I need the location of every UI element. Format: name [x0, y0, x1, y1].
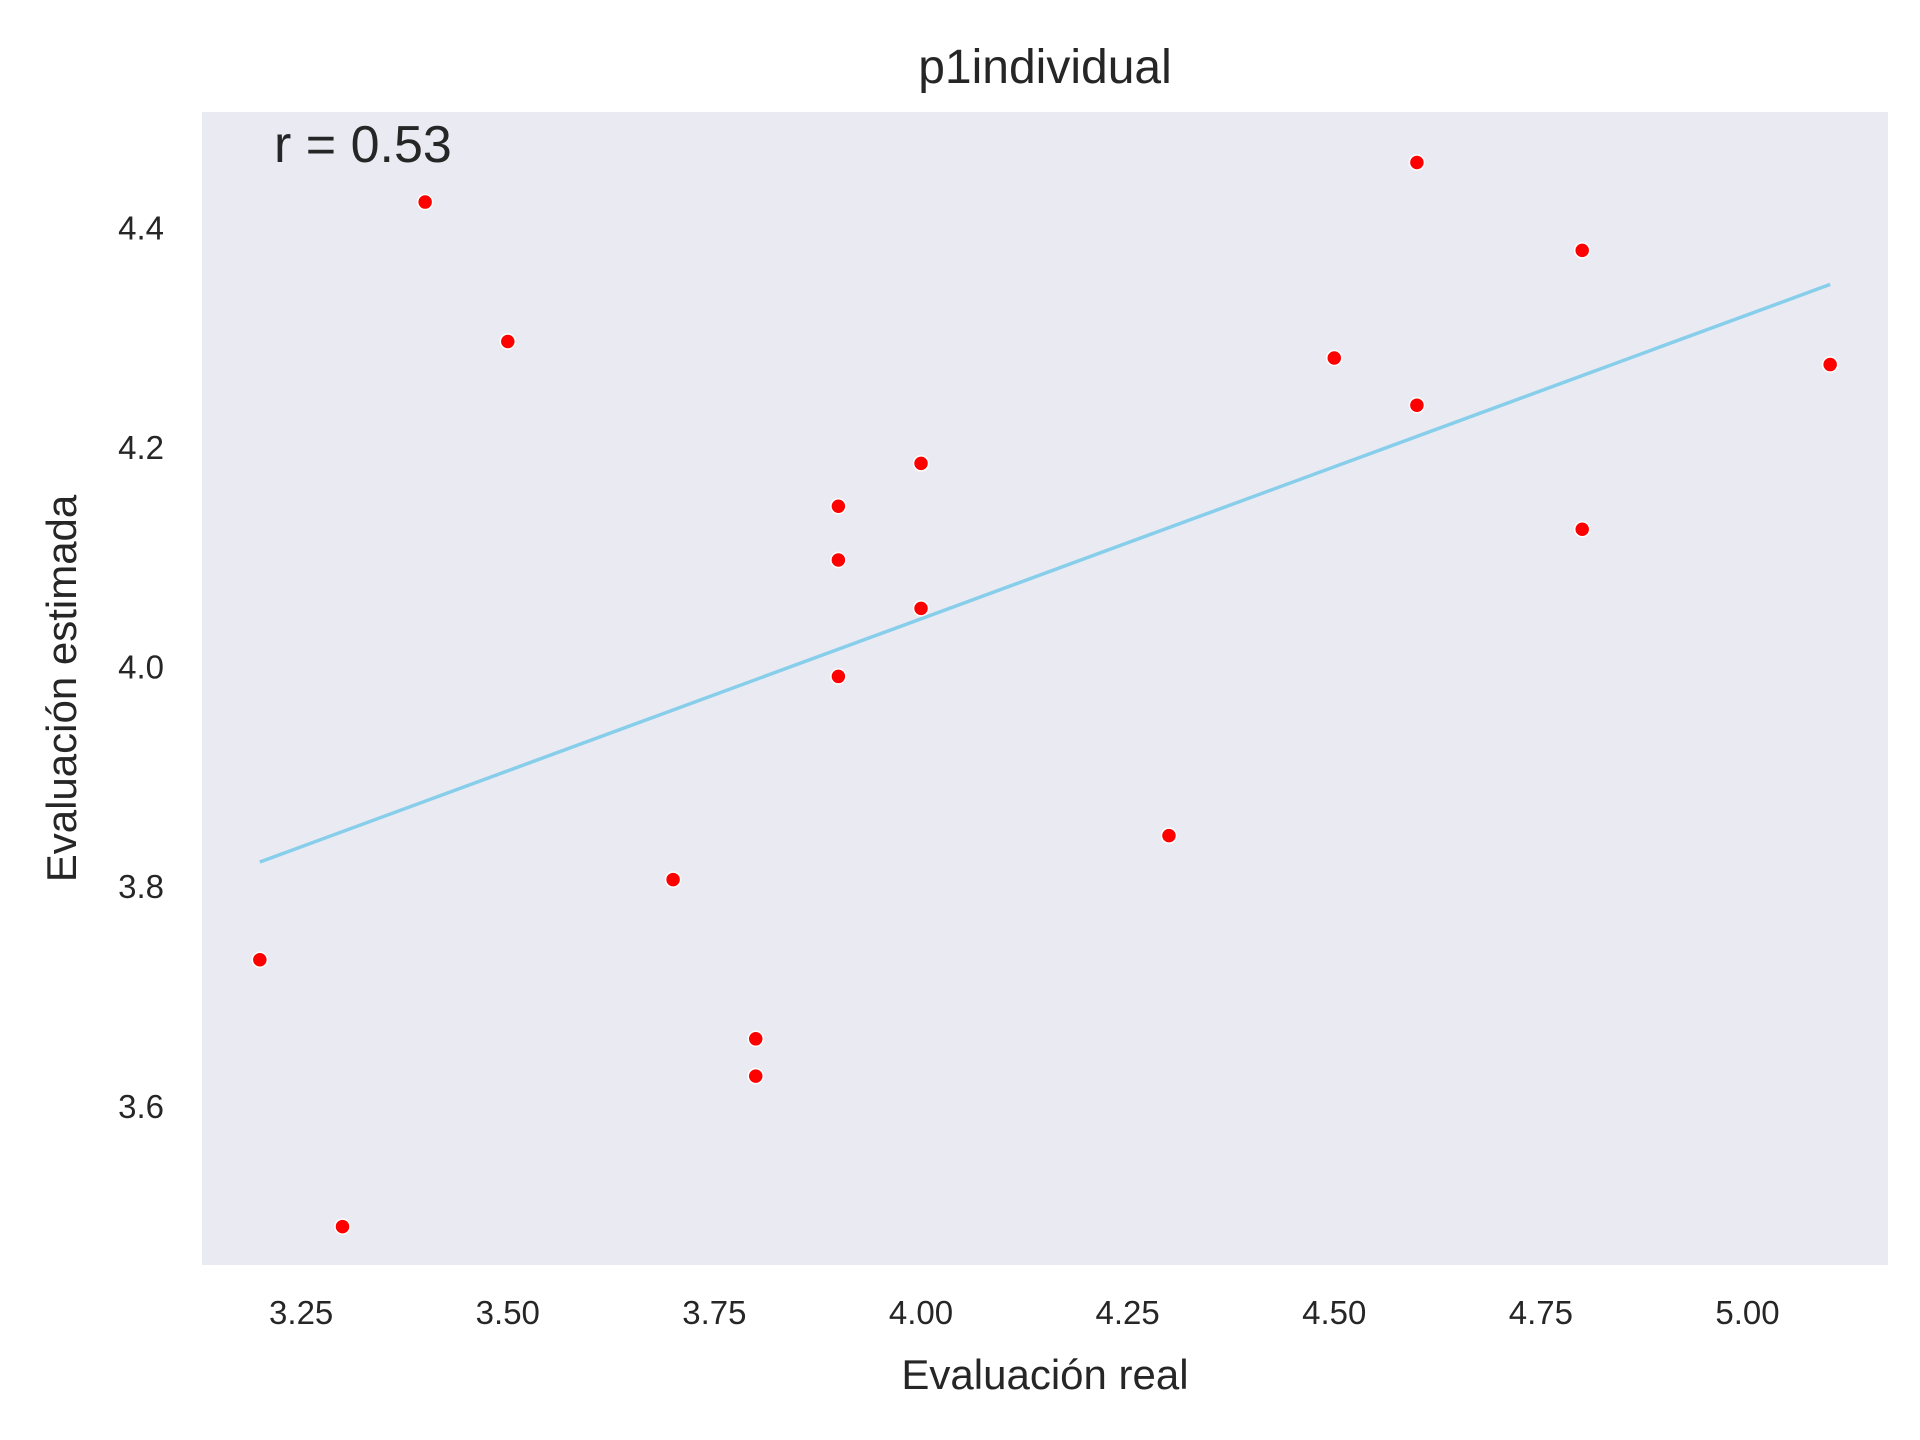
x-tick-label: 4.75	[1509, 1294, 1573, 1331]
x-tick-label: 3.75	[682, 1294, 746, 1331]
y-tick-label: 4.4	[118, 209, 164, 246]
data-point	[830, 668, 847, 685]
x-tick-label: 3.50	[476, 1294, 540, 1331]
data-point	[1573, 242, 1591, 259]
data-point	[912, 600, 930, 617]
data-point	[334, 1218, 351, 1235]
data-point	[1573, 521, 1591, 538]
y-tick-label: 4.2	[118, 429, 164, 466]
x-tick-label: 5.00	[1715, 1294, 1779, 1331]
x-axis-label: Evaluación real	[901, 1351, 1188, 1398]
data-point	[830, 497, 847, 515]
data-point	[1326, 349, 1343, 367]
correlation-annotation: r = 0.53	[274, 116, 452, 174]
data-point	[664, 871, 682, 888]
data-point	[1408, 396, 1426, 414]
plot-area	[202, 112, 1888, 1265]
data-point	[747, 1067, 764, 1085]
data-point	[1821, 356, 1839, 373]
data-point	[416, 193, 434, 211]
x-tick-label: 4.25	[1096, 1294, 1160, 1331]
data-point	[1408, 154, 1426, 171]
chart-title: p1individual	[918, 41, 1172, 94]
data-point	[499, 333, 517, 350]
data-point	[1160, 827, 1178, 844]
regression-line	[259, 282, 1831, 864]
x-tick-label: 4.00	[889, 1294, 953, 1331]
data-point	[912, 455, 930, 472]
data-point	[747, 1030, 764, 1048]
x-tick-label: 3.25	[269, 1294, 333, 1331]
y-axis-label: Evaluación estimada	[38, 494, 85, 882]
data-point	[830, 551, 847, 569]
y-tick-label: 3.6	[118, 1088, 164, 1125]
y-tick-label: 3.8	[118, 868, 164, 905]
data-point	[251, 951, 269, 968]
x-tick-label: 4.50	[1302, 1294, 1366, 1331]
y-tick-label: 4.0	[118, 649, 164, 686]
